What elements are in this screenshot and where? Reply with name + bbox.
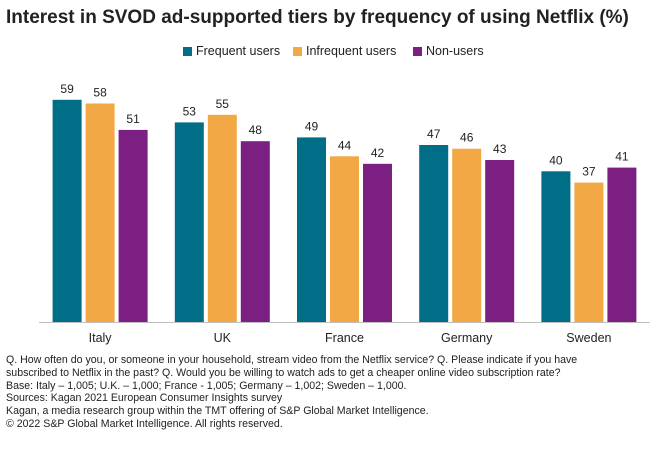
data-label: 53 <box>183 104 197 118</box>
footnote-line: Base: Italy – 1,005; U.K. – 1,000; Franc… <box>6 379 407 392</box>
bar <box>363 163 392 322</box>
bar <box>297 137 326 322</box>
footnote-line: © 2022 S&P Global Market Intelligence. A… <box>6 417 283 430</box>
category-label: Germany <box>441 331 493 345</box>
legend: Frequent users Infrequent users Non-user… <box>0 44 660 60</box>
bar <box>574 182 604 322</box>
data-label: 58 <box>93 86 107 100</box>
bar <box>419 145 449 322</box>
footnote-line: Kagan, a media research group within the… <box>6 405 429 418</box>
chart-title: Interest in SVOD ad-supported tiers by f… <box>6 7 629 28</box>
data-label: 55 <box>216 97 230 111</box>
legend-label: Non-users <box>426 44 484 58</box>
data-label: 51 <box>126 112 140 126</box>
category-label: France <box>325 331 364 345</box>
legend-swatch <box>413 47 422 56</box>
bar <box>452 148 482 322</box>
legend-label: Infrequent users <box>306 44 397 58</box>
footnotes: Q. How often do you, or someone in your … <box>6 354 654 431</box>
bar <box>174 122 204 323</box>
bar <box>207 114 237 322</box>
data-label: 46 <box>460 131 474 145</box>
data-label: 41 <box>615 150 629 164</box>
bar <box>541 171 571 322</box>
data-label: 44 <box>338 138 352 152</box>
data-label: 48 <box>249 123 263 137</box>
bar <box>52 99 82 322</box>
bar <box>485 160 515 322</box>
data-label: 40 <box>549 153 563 167</box>
category-label: Italy <box>89 331 113 345</box>
bar <box>330 156 359 322</box>
data-label: 42 <box>371 146 385 160</box>
legend-label: Frequent users <box>196 44 281 58</box>
bar <box>85 103 115 322</box>
bar <box>240 141 270 322</box>
data-label: 47 <box>427 127 441 141</box>
data-label: 37 <box>582 165 596 179</box>
legend-swatch <box>183 47 192 56</box>
legend-swatch <box>293 47 302 56</box>
data-label: 59 <box>60 82 74 96</box>
category-label: UK <box>214 331 232 345</box>
bar-chart: 59 58 51 Italy 53 55 48 UK 49 44 42 France 47 46 43 Ger… <box>39 82 650 345</box>
bar <box>118 129 148 322</box>
footnote-line: Sources: Kagan 2021 European Consumer In… <box>6 392 283 405</box>
data-label: 43 <box>493 142 507 156</box>
bar <box>607 167 637 322</box>
data-label: 49 <box>305 119 319 133</box>
category-label: Sweden <box>566 331 611 345</box>
footnote-line: subscribed to Netflix in the past? Q. Wo… <box>6 366 561 379</box>
footnote-line: Q. How often do you, or someone in your … <box>6 354 578 366</box>
